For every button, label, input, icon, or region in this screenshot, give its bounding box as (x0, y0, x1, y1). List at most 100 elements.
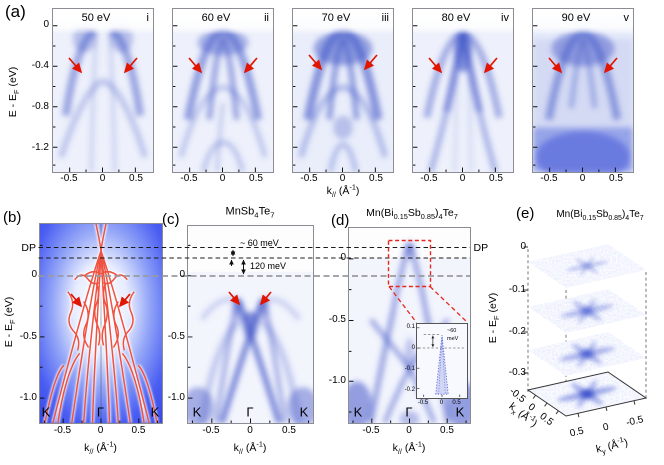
xtick: -0.5 (60, 173, 78, 184)
xtick: 0.5 (609, 173, 623, 184)
inset-xtick: 0.5 (452, 400, 461, 406)
arpes-image (533, 9, 633, 172)
panel-a-xlabel: k// (Å-1) (326, 182, 360, 200)
ytick: -1.0 (19, 392, 37, 403)
spectrum-index-label: iii (381, 12, 389, 24)
xtick: 0.5 (489, 173, 503, 184)
bands (178, 26, 268, 172)
ytick: -0.3 (508, 367, 526, 378)
panel-a-ytick: -0.4 (31, 60, 49, 71)
slice-3 (526, 371, 648, 417)
ytick: -1.0 (167, 392, 185, 403)
xtick: -0.5 (420, 173, 438, 184)
xtick: 0 (97, 425, 104, 436)
panel-d-title: Mn(Bi0.15Sb0.85)4Te7 (366, 206, 458, 221)
kpoint-K: K (299, 404, 309, 420)
ky-tick: 0.5 (568, 425, 585, 440)
ytick: 0 (31, 269, 37, 280)
axis-ticks (533, 25, 616, 172)
xtick: -0.5 (540, 173, 558, 184)
xtick: -0.5 (202, 425, 220, 436)
panel-a-spectrum-80ev: 80 eV iv (412, 8, 514, 173)
dp-label-right: DP (473, 241, 489, 254)
axis-ticks (293, 25, 376, 172)
panel-a-ytick: -0.8 (31, 101, 49, 112)
kpoint-K: K (353, 404, 363, 420)
panel-e-title: Mn(Bi0.15Sb0.85)4Te7 (556, 209, 644, 223)
panel-e-label: (e) (516, 205, 535, 222)
panel-a-ytick: -1.2 (31, 142, 49, 153)
panel-d-label: (d) (331, 212, 350, 229)
photon-energy-label: 70 eV (321, 12, 351, 24)
kpoint-K: K (192, 404, 202, 420)
xtick: 0.5 (440, 425, 454, 436)
xtick: 0 (579, 173, 586, 184)
arpes-image (413, 9, 513, 172)
slice-2 (528, 332, 646, 376)
inset-ytick: 0.1 (406, 324, 415, 330)
panel-c-xlabel: k// (Å-1) (233, 439, 267, 457)
kpoint-Gamma: Γ (405, 404, 413, 420)
energy-ticks (523, 246, 528, 374)
ytick: -1.0 (328, 375, 346, 386)
xtick: 0 (219, 173, 226, 184)
energy-slices (523, 244, 648, 418)
xtick: 0 (339, 173, 346, 184)
panel-a-ytick: 0 (43, 19, 49, 30)
axis-ticks (349, 258, 467, 423)
inset-annotation-value: ~60 (447, 328, 457, 334)
panel-c-arpes (187, 225, 314, 424)
panel-a-label: (a) (5, 2, 26, 21)
ytick: -0.5 (167, 330, 185, 342)
stack-frame (527, 249, 647, 418)
dirac-cone-outline (435, 335, 449, 395)
kpoint-K: K (150, 404, 160, 420)
xtick: -0.5 (180, 173, 198, 184)
dp-label-left: DP (21, 241, 36, 254)
xtick: 0.5 (282, 425, 296, 436)
band-calculation-image (40, 224, 162, 423)
panel-b-calculation (39, 223, 163, 424)
gap-top-annotation: ~ 60 meV (240, 237, 279, 248)
xtick: 0.5 (131, 425, 146, 436)
spectrum-index-label: ii (264, 12, 269, 24)
arpes-image (173, 9, 273, 172)
xtick: -0.5 (300, 173, 318, 184)
ytick: 0 (340, 252, 346, 263)
xtick: 0.5 (249, 173, 263, 184)
xtick: 0.5 (369, 173, 383, 184)
inset-xtick: -0.5 (417, 400, 429, 406)
arpes-image (293, 9, 393, 172)
xtick: 0.5 (129, 173, 143, 184)
photon-energy-label: 80 eV (441, 12, 471, 24)
xtick: 0 (459, 173, 466, 184)
inset-annotation-unit: meV (447, 335, 459, 342)
panel-e-ky-label: ky (Å-1) (594, 434, 630, 457)
panel-c-title: MnSb4Te7 (225, 205, 275, 220)
kpoint-K: K (41, 404, 51, 420)
ytick: -0.5 (328, 314, 346, 325)
inset-ytick: -0.2 (404, 386, 415, 393)
axis-ticks (53, 25, 136, 172)
xtick: 0 (99, 173, 106, 184)
arpes-image (53, 9, 153, 172)
inset-xtick: 0 (439, 400, 444, 406)
panel-b-label: (b) (3, 209, 22, 226)
ytick: 0 (520, 241, 526, 252)
photon-energy-label: 50 eV (81, 12, 111, 24)
kpoint-K: K (455, 404, 465, 420)
axis-ticks (173, 25, 256, 172)
ky-tick: 0 (601, 421, 610, 434)
panel-d-xlabel: k// (Å-1) (392, 439, 426, 457)
ytick: 0 (179, 269, 185, 280)
panel-a-ylabel: E - EF (eV) (6, 66, 21, 118)
inset-ytick: 0 (411, 345, 415, 351)
kpoint-Gamma: Γ (96, 404, 105, 420)
spectrum-index-label: i (146, 12, 149, 24)
ky-tick: -0.5 (625, 413, 645, 429)
spectrum-index-label: v (623, 12, 630, 24)
panel-d-inset (416, 323, 468, 399)
bands (533, 27, 633, 172)
inset-ytick: -0.1 (404, 366, 415, 372)
xtick: 0 (247, 425, 253, 436)
